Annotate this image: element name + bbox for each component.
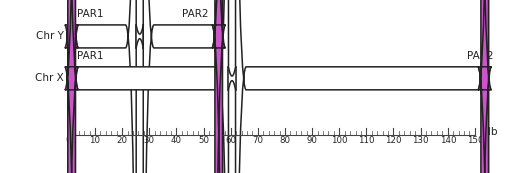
Text: Chr X: Chr X [35, 73, 63, 83]
FancyBboxPatch shape [68, 0, 228, 173]
Text: 130: 130 [412, 136, 429, 145]
Text: 150: 150 [466, 136, 483, 145]
Text: 50: 50 [198, 136, 209, 145]
Text: PAR2: PAR2 [467, 51, 493, 61]
Text: Mb: Mb [482, 127, 497, 137]
Text: 0: 0 [65, 136, 71, 145]
Text: 140: 140 [439, 136, 456, 145]
Text: 110: 110 [358, 136, 375, 145]
Text: 100: 100 [331, 136, 348, 145]
FancyBboxPatch shape [143, 0, 223, 173]
Text: PAR1: PAR1 [77, 51, 104, 61]
Text: 30: 30 [144, 136, 155, 145]
Text: 40: 40 [171, 136, 182, 145]
FancyBboxPatch shape [68, 0, 136, 173]
Text: Chr Y: Chr Y [36, 31, 63, 41]
Text: PAR2: PAR2 [182, 9, 208, 19]
Text: PAR1: PAR1 [77, 9, 104, 19]
Text: 70: 70 [252, 136, 263, 145]
Text: 120: 120 [385, 136, 402, 145]
FancyBboxPatch shape [478, 0, 492, 173]
FancyBboxPatch shape [212, 0, 226, 173]
Text: 80: 80 [280, 136, 290, 145]
Text: 20: 20 [117, 136, 127, 145]
Polygon shape [228, 66, 236, 90]
FancyBboxPatch shape [65, 0, 78, 173]
Text: 10: 10 [90, 136, 100, 145]
Polygon shape [136, 25, 143, 48]
Text: 60: 60 [225, 136, 236, 145]
Text: 90: 90 [307, 136, 317, 145]
FancyBboxPatch shape [65, 0, 78, 173]
FancyBboxPatch shape [236, 0, 488, 173]
